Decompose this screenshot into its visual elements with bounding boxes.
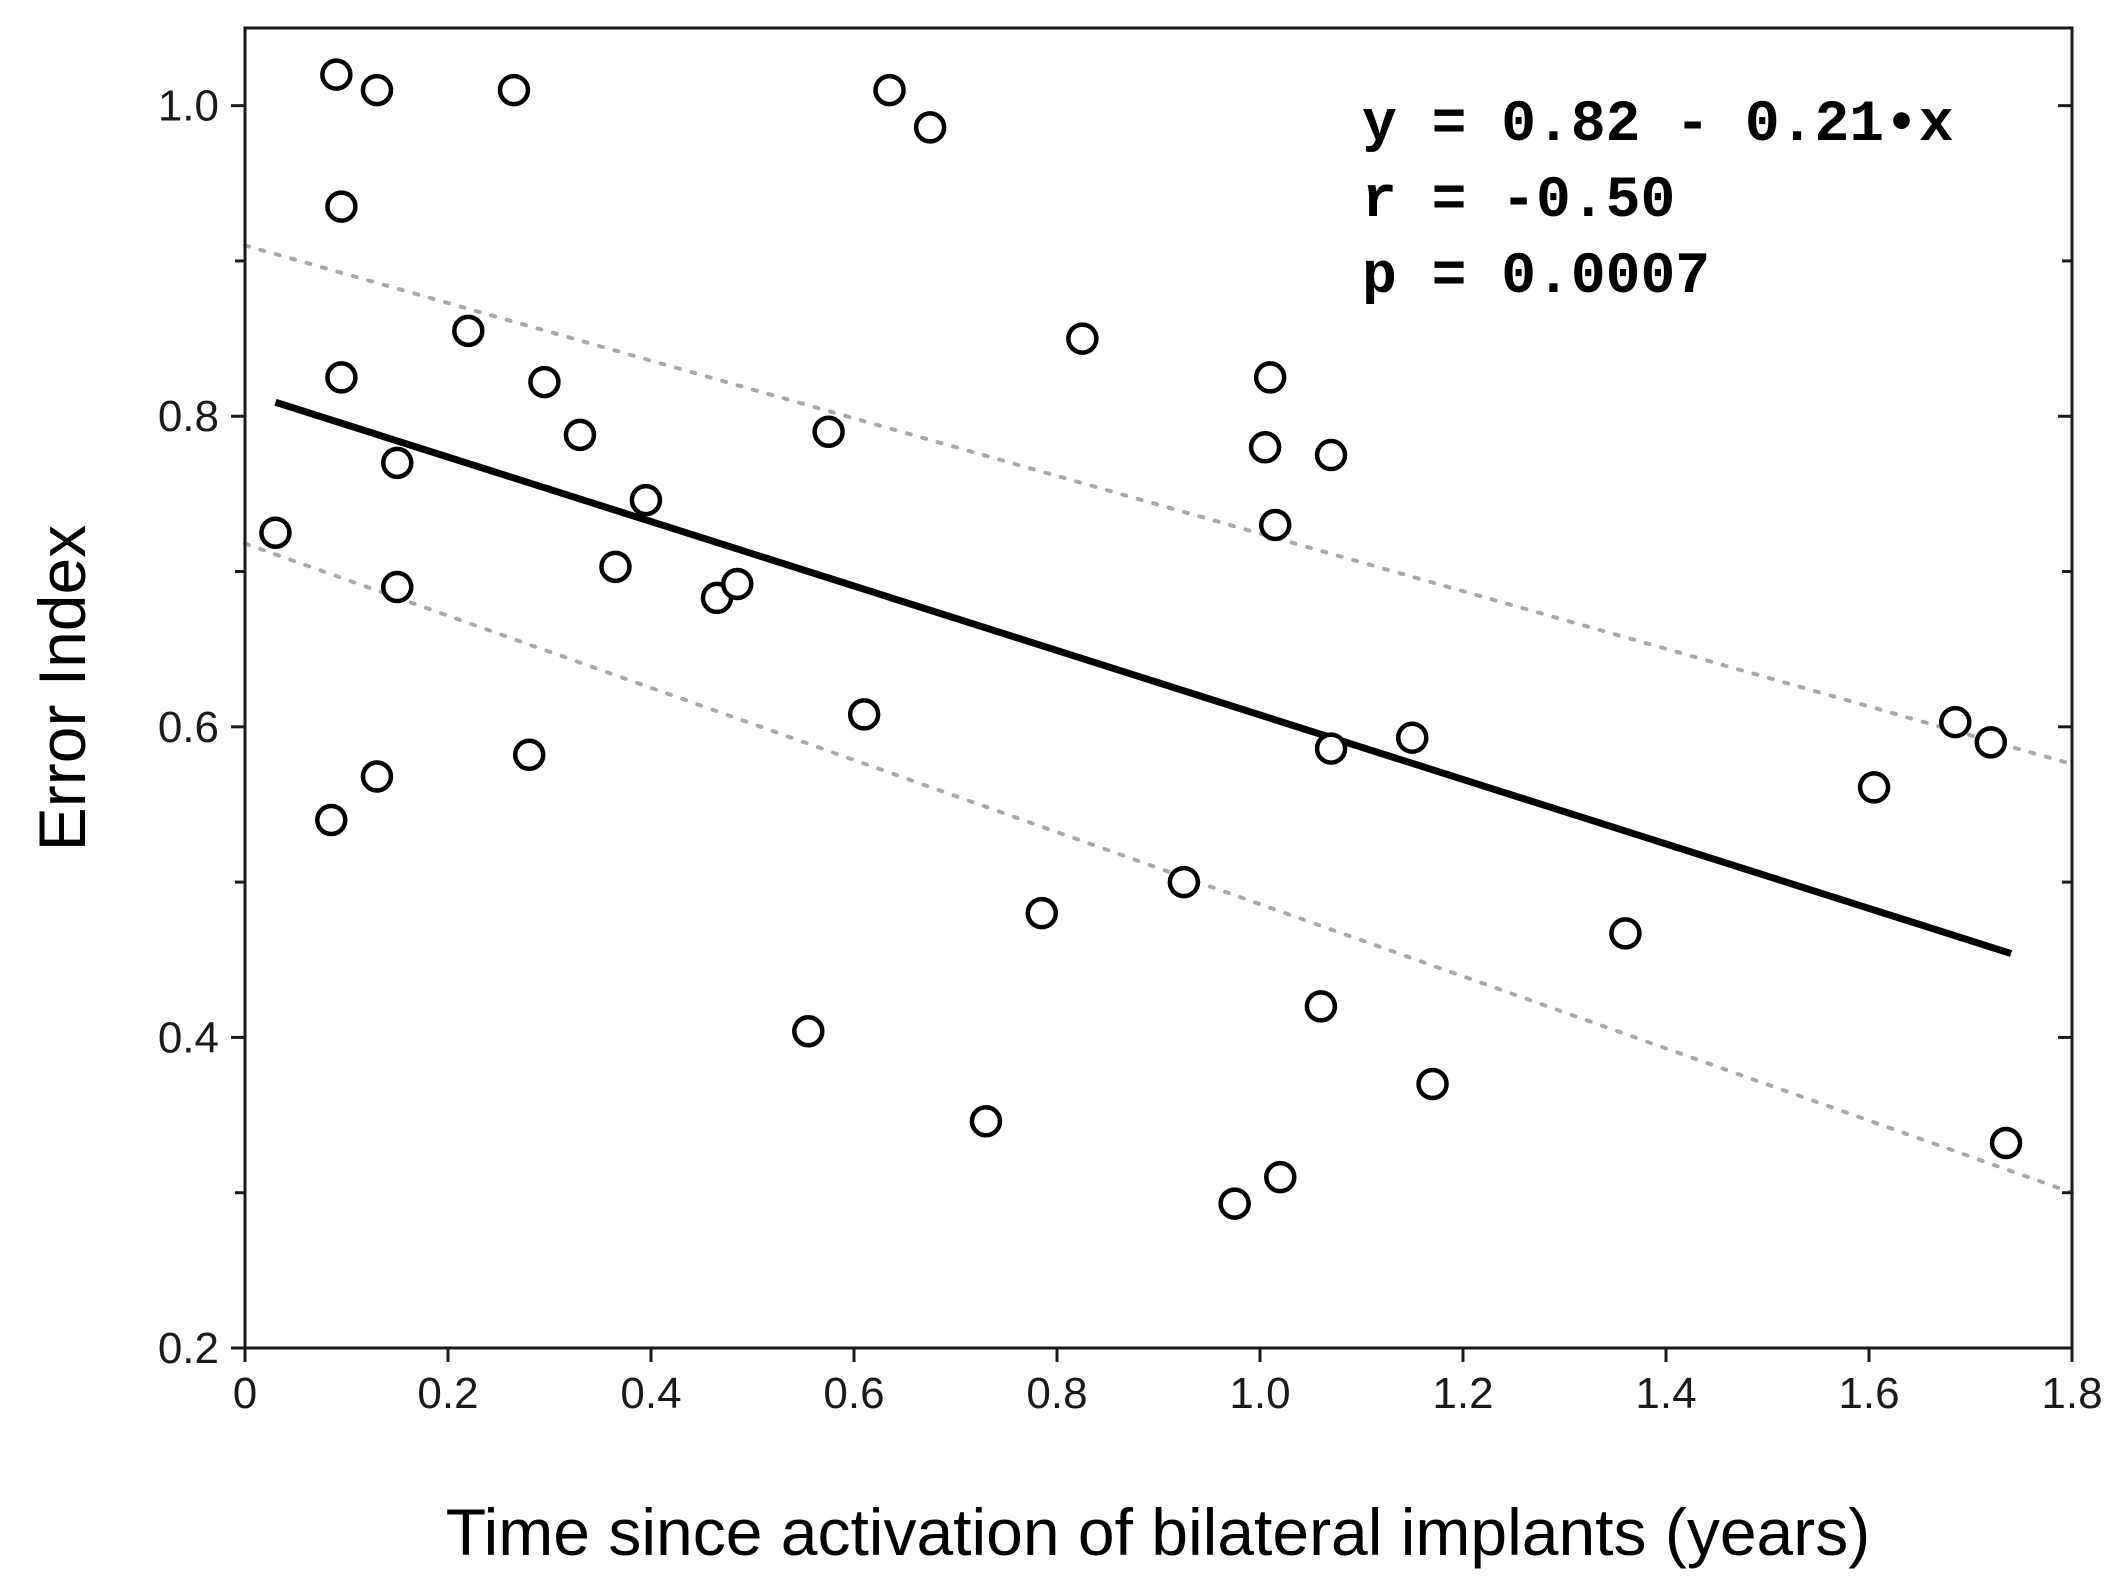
confidence-band-lower xyxy=(243,541,2074,1195)
correlation-coefficient: r = -0.50 xyxy=(1362,169,1675,234)
x-tick-label-6: 1.2 xyxy=(1432,1369,1493,1418)
regression-line xyxy=(274,398,2013,957)
data-point-22 xyxy=(913,111,947,144)
data-point-18 xyxy=(792,1014,825,1048)
data-point-40 xyxy=(1974,726,2008,759)
data-point-24 xyxy=(1025,896,1059,930)
data-point-3 xyxy=(325,190,358,223)
y-tick-label-3: 0.8 xyxy=(158,392,219,441)
data-point-2 xyxy=(320,58,353,91)
data-point-19 xyxy=(812,415,845,449)
data-point-14 xyxy=(599,550,632,584)
data-point-8 xyxy=(381,570,414,604)
data-point-41 xyxy=(1989,1126,2023,1160)
y-tick-label-0: 0.2 xyxy=(158,1324,219,1373)
data-point-4 xyxy=(325,361,358,394)
y-tick-label-1: 0.4 xyxy=(158,1013,219,1062)
data-point-33 xyxy=(1314,438,1348,472)
data-point-15 xyxy=(629,483,663,517)
data-point-25 xyxy=(1066,322,1099,355)
data-points xyxy=(259,58,2023,1220)
data-point-29 xyxy=(1253,361,1287,394)
data-point-1 xyxy=(315,803,348,837)
data-point-0 xyxy=(259,516,292,549)
data-point-27 xyxy=(1218,1187,1251,1220)
data-point-13 xyxy=(563,418,597,452)
data-point-28 xyxy=(1248,431,1282,464)
y-axis-label: Error Index xyxy=(25,525,99,851)
data-point-37 xyxy=(1609,917,1642,950)
x-tick-label-9: 1.8 xyxy=(2041,1369,2102,1418)
data-point-10 xyxy=(497,73,531,107)
data-point-26 xyxy=(1167,865,1201,899)
data-point-5 xyxy=(360,73,394,107)
stats-annotation: y = 0.82 - 0.21•x r = -0.50 p = 0.0007 xyxy=(1362,93,1954,310)
y-tick-label-4: 1.0 xyxy=(158,82,219,131)
x-tick-label-5: 1.0 xyxy=(1229,1369,1290,1418)
data-point-30 xyxy=(1258,508,1292,542)
x-tick-label-8: 1.6 xyxy=(1838,1369,1899,1418)
data-point-11 xyxy=(512,738,546,772)
x-tick-label-1: 0.2 xyxy=(417,1369,478,1418)
data-point-7 xyxy=(381,446,414,480)
x-tick-label-3: 0.6 xyxy=(823,1369,884,1418)
data-point-35 xyxy=(1396,721,1429,754)
data-point-12 xyxy=(528,365,561,399)
p-value: p = 0.0007 xyxy=(1362,245,1710,310)
data-point-21 xyxy=(873,73,906,107)
x-tick-label-2: 0.4 xyxy=(620,1369,681,1418)
data-point-23 xyxy=(969,1105,1003,1138)
data-point-39 xyxy=(1939,705,1972,739)
regression-equation: y = 0.82 - 0.21•x xyxy=(1362,93,1954,158)
x-axis-label: Time since activation of bilateral impla… xyxy=(446,1495,1870,1569)
plot-frame xyxy=(243,26,2074,1350)
regression-fit xyxy=(274,398,2013,957)
y-axis-ticks: 0.2 0.4 0.6 0.8 1.0 xyxy=(158,82,2072,1373)
confidence-band-upper xyxy=(243,243,2074,767)
data-point-38 xyxy=(1857,771,1891,804)
x-tick-label-7: 1.4 xyxy=(1635,1369,1696,1418)
data-point-9 xyxy=(452,314,485,348)
data-point-20 xyxy=(847,698,881,731)
data-point-36 xyxy=(1416,1067,1449,1101)
confidence-band xyxy=(243,243,2074,1195)
data-point-6 xyxy=(360,760,394,793)
x-tick-label-0: 0 xyxy=(233,1369,257,1418)
x-axis-ticks: 0 0.2 0.4 0.6 0.8 1.0 1.2 1.4 1.6 1.8 xyxy=(233,1348,2103,1418)
data-point-32 xyxy=(1304,990,1338,1023)
data-point-34 xyxy=(1314,732,1348,765)
data-point-31 xyxy=(1264,1160,1297,1194)
y-tick-label-2: 0.6 xyxy=(158,703,219,752)
x-tick-label-4: 0.8 xyxy=(1026,1369,1087,1418)
data-point-17 xyxy=(721,567,754,601)
